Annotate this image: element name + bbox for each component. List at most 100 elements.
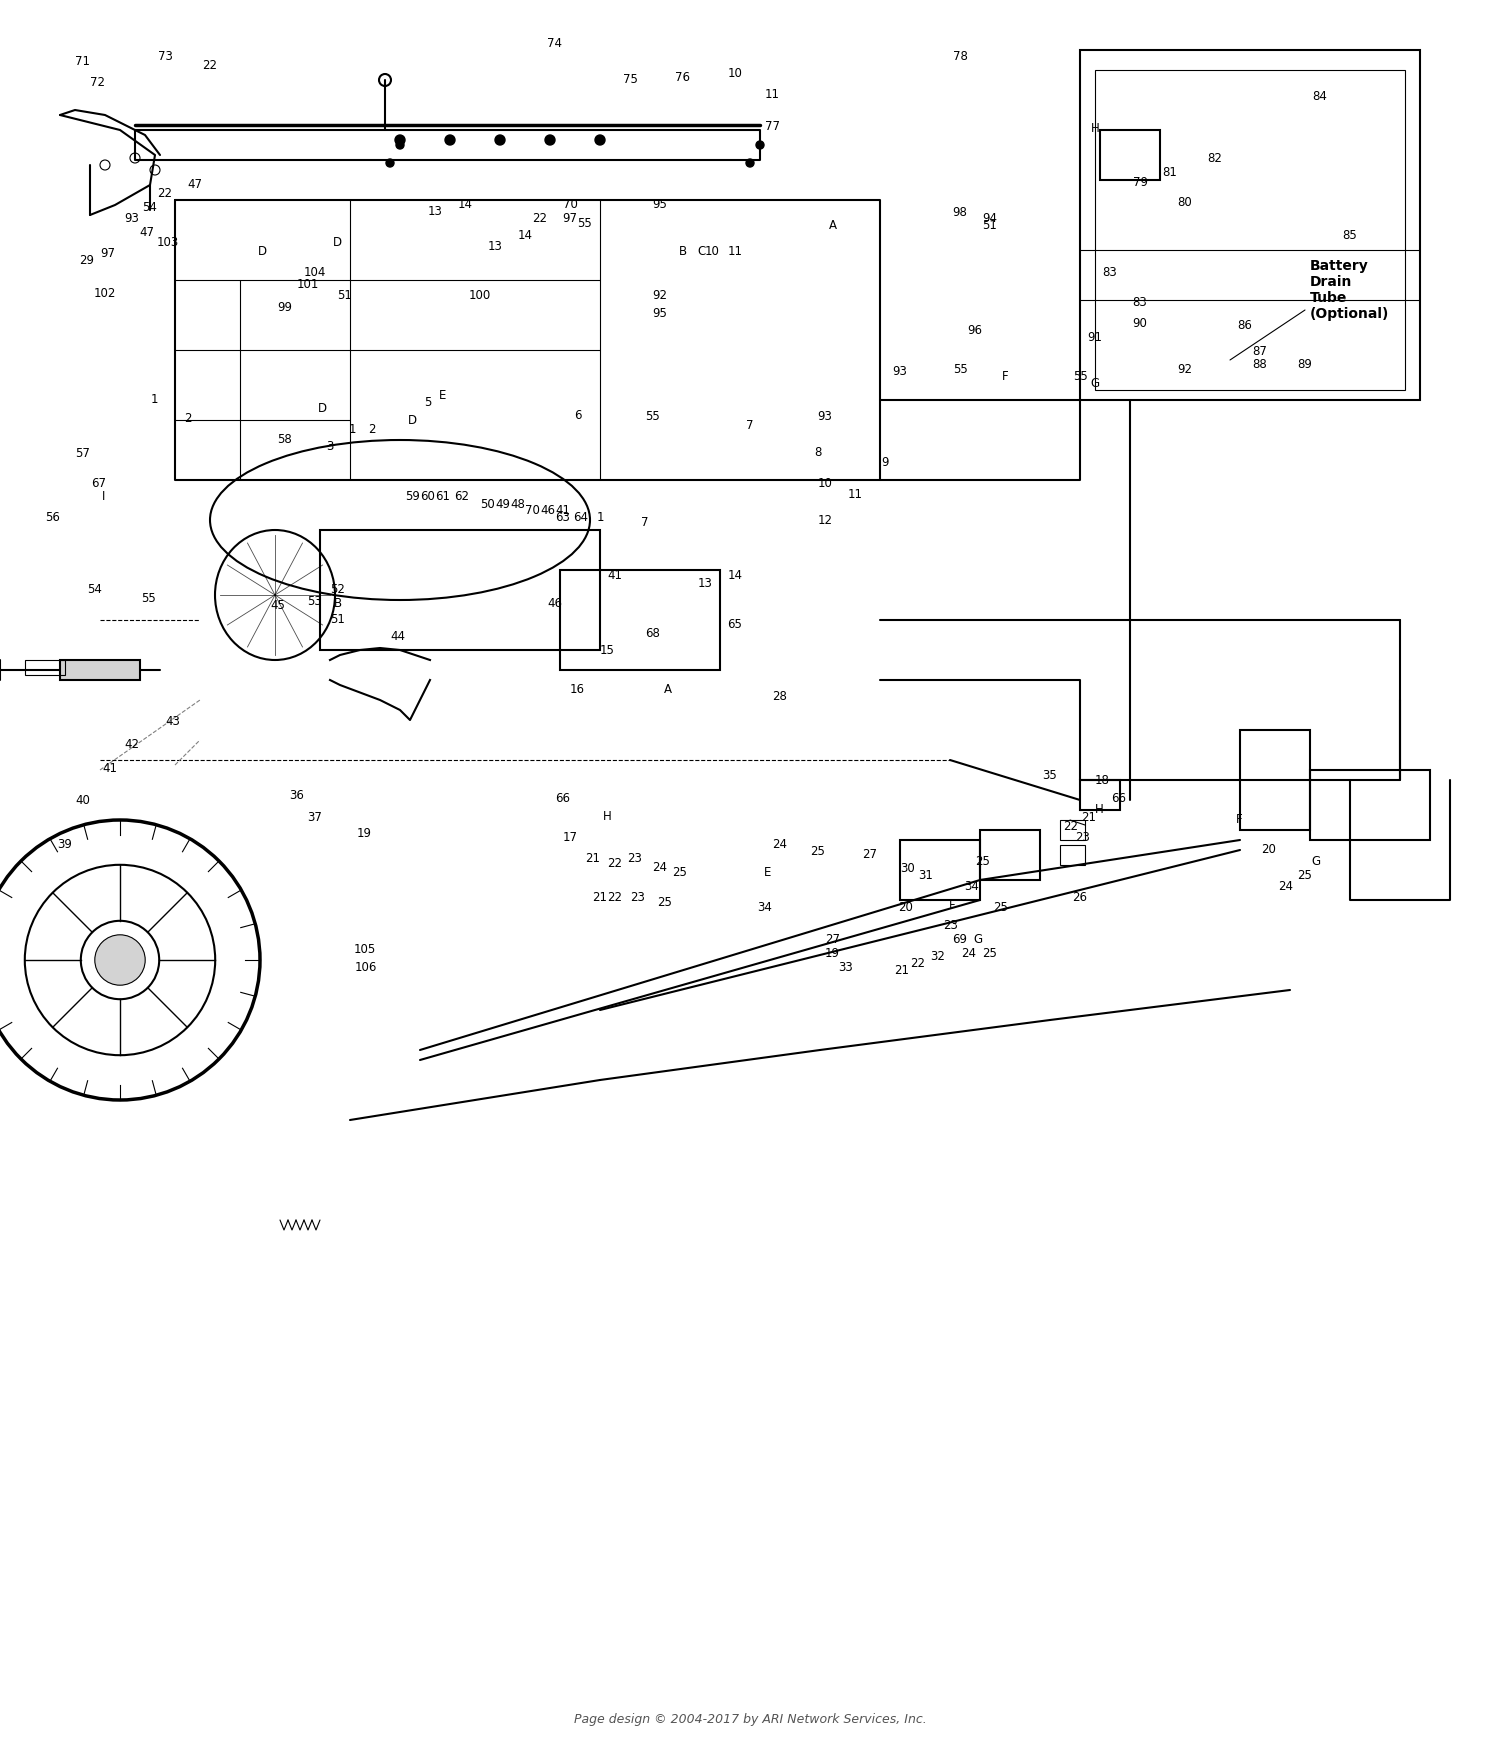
Text: A: A [828,218,837,232]
Text: G: G [1311,855,1320,869]
Text: 47: 47 [140,225,154,239]
Text: 51: 51 [338,288,352,303]
Text: 25: 25 [1298,869,1312,883]
Bar [1095,70,1406,390]
Text: 84: 84 [1312,90,1328,104]
Text: 53: 53 [308,595,322,609]
Text: 13: 13 [698,577,712,591]
Text: 22: 22 [158,186,172,201]
Text: 23: 23 [630,890,645,904]
Text: 93: 93 [892,364,908,378]
Bar [320,529,600,651]
Circle shape [396,141,404,150]
Text: 1: 1 [150,392,159,406]
Text: 11: 11 [728,245,742,259]
Text: 93: 93 [818,410,833,424]
Text: 10: 10 [705,245,720,259]
Text: D: D [333,236,342,250]
Bar [900,841,980,901]
Text: 81: 81 [1162,165,1178,179]
Text: H: H [603,809,612,823]
Text: 90: 90 [1132,317,1148,331]
Text: 72: 72 [90,76,105,90]
Text: 85: 85 [1342,229,1358,243]
Text: 52: 52 [330,582,345,596]
Text: E: E [765,865,771,880]
Bar [1080,779,1120,809]
Text: 93: 93 [124,211,140,225]
Text: 51: 51 [330,612,345,626]
Text: 13: 13 [488,239,502,253]
Circle shape [446,135,454,144]
Text: 40: 40 [75,793,90,807]
Text: 61: 61 [435,489,450,503]
Text: 25: 25 [982,946,998,960]
Text: 95: 95 [652,197,668,211]
Text: 94: 94 [982,211,998,225]
Text: Battery
Drain
Tube
(Optional): Battery Drain Tube (Optional) [1310,259,1389,322]
Text: 55: 55 [952,362,968,376]
Text: 22: 22 [608,890,622,904]
Text: 55: 55 [578,216,592,230]
Bar [26,660,64,675]
Bar [1100,130,1160,179]
Bar [60,660,140,681]
Text: 92: 92 [652,288,668,303]
Text: G: G [1090,376,1100,390]
Text: 17: 17 [562,830,578,844]
Text: 106: 106 [356,960,376,974]
Circle shape [394,135,405,144]
Text: 5: 5 [424,396,430,410]
Text: 35: 35 [1042,769,1058,783]
Text: 66: 66 [555,792,570,806]
Bar [1060,844,1084,865]
Bar [980,830,1040,880]
Circle shape [746,158,754,167]
Text: 23: 23 [627,851,642,865]
Text: 21: 21 [1082,811,1096,825]
Text: 23: 23 [1076,830,1090,844]
Text: 30: 30 [900,862,915,876]
Text: 23: 23 [944,918,958,932]
Text: 91: 91 [1088,331,1102,345]
Text: 25: 25 [810,844,825,858]
Text: 11: 11 [847,487,862,501]
Text: 12: 12 [818,514,833,528]
Circle shape [596,135,604,144]
Text: A: A [663,682,672,697]
Text: B: B [333,596,342,610]
Text: 22: 22 [910,957,926,971]
Text: 60: 60 [420,489,435,503]
Text: 16: 16 [570,682,585,697]
Text: 57: 57 [75,447,90,461]
Text: 82: 82 [1208,151,1222,165]
Circle shape [386,158,394,167]
Text: 55: 55 [1072,369,1088,383]
Text: 41: 41 [555,503,570,517]
Text: 75: 75 [622,72,638,86]
Text: 51: 51 [982,218,998,232]
Text: 24: 24 [1278,880,1293,894]
Text: 46: 46 [548,596,562,610]
Text: 10: 10 [818,477,833,491]
Text: H: H [1090,121,1100,135]
Text: 19: 19 [357,827,372,841]
Text: 102: 102 [94,287,116,301]
Bar [1060,820,1084,841]
Text: 2: 2 [183,412,192,426]
Text: 34: 34 [758,901,772,915]
Text: 24: 24 [652,860,668,874]
Text: 3: 3 [327,440,333,454]
Text: 25: 25 [672,865,687,880]
Text: 89: 89 [1298,357,1312,371]
Text: 77: 77 [765,120,780,134]
Text: 44: 44 [390,630,405,644]
Text: G: G [974,932,982,946]
Text: 86: 86 [1238,318,1252,332]
Text: 24: 24 [962,946,976,960]
Text: 11: 11 [765,88,780,102]
Text: 22: 22 [1064,820,1078,834]
Bar [1080,49,1420,399]
Text: 1: 1 [596,510,603,524]
Text: 79: 79 [1132,176,1148,190]
